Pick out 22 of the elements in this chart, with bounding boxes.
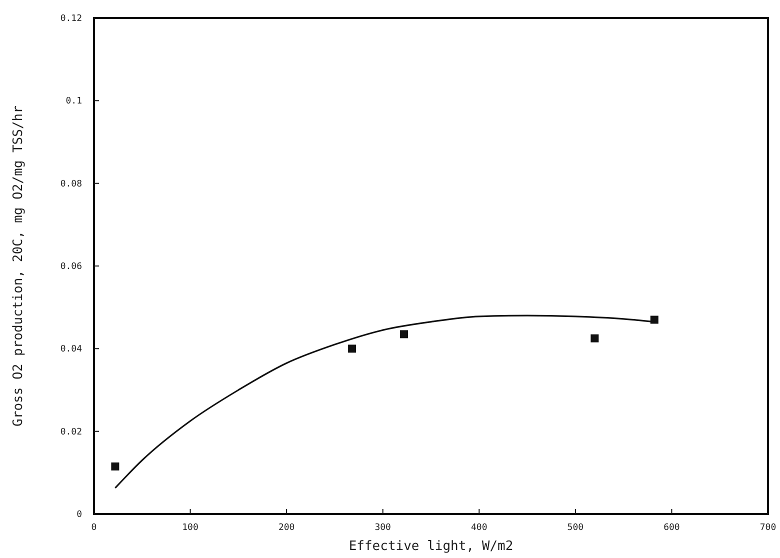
point [111,462,120,470]
point [590,334,599,342]
y-axis-title: Gross O2 production, 20C, mg O2/mg TSS/hr [11,105,26,426]
y-tick-label: 0.12 [60,14,82,24]
x-tick-label: 0 [91,523,97,533]
x-tick-label: 600 [664,523,680,533]
x-tick-label: 500 [567,523,584,533]
x-tick-label: 700 [760,523,776,533]
x-tick-label: 200 [278,523,295,533]
y-tick-label: 0.06 [60,262,82,272]
point [650,316,658,324]
point [400,330,408,338]
x-tick-label: 100 [182,523,198,533]
y-tick-label: 0.04 [60,344,82,355]
x-tick-label: 300 [374,523,391,533]
x-axis-title: Effective light, W/m2 [348,539,514,554]
point [348,344,356,353]
y-tick-label: 0.08 [60,179,82,190]
y-tick-label: 0.1 [66,96,82,107]
x-tick-label: 400 [471,523,488,533]
y-tick-label: 0 [76,510,82,520]
y-tick-label: 0.02 [60,427,82,438]
